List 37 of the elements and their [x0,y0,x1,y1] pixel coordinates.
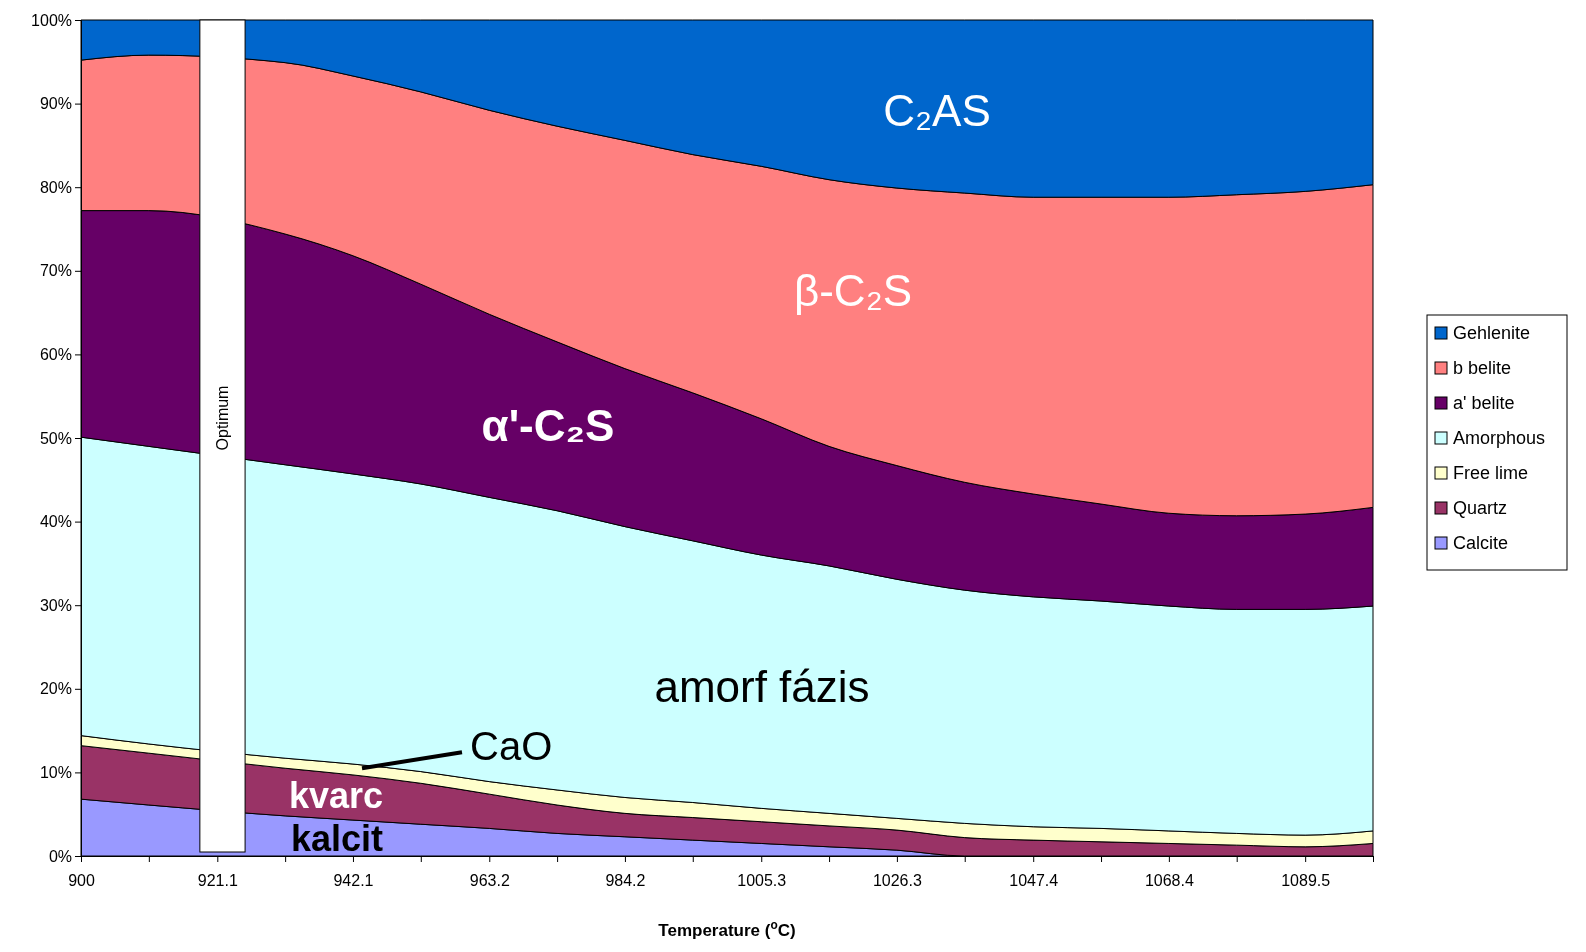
x-tick-label: 1005.3 [737,871,787,889]
x-tick-label: 1068.4 [1144,871,1194,889]
annotation: kalcit [290,817,384,859]
x-tick-label: 1026.3 [872,871,922,889]
annotation: C₂AS [883,85,991,135]
y-tick-label: 10% [39,764,72,782]
legend-label: Free lime [1453,463,1529,483]
legend-label: Amorphous [1453,428,1546,448]
legend-label: b belite [1453,358,1512,378]
x-tick-label: 900 [68,871,95,889]
x-tick-label: 921.1 [197,871,238,889]
annotation: α'-C₂S [481,400,615,450]
legend-label: Calcite [1453,533,1509,553]
y-tick-label: 30% [39,596,72,614]
annotation: kvarc [288,774,384,816]
annotation: β-C₂S [793,265,913,315]
y-tick-label: 70% [39,262,72,280]
legend-label: a' belite [1453,393,1515,413]
annotation: CaO [470,724,553,769]
x-axis-title: Temperature ($^{o}$C) [658,918,796,940]
x-tick-label: 984.2 [605,871,646,889]
y-tick-label: 80% [39,178,72,196]
y-tick-label: 20% [39,680,72,698]
annotation: amorf fázis [654,661,870,711]
y-tick-label: 40% [39,513,72,531]
legend-label: Gehlenite [1453,323,1531,343]
y-tick-label: 100% [31,11,72,29]
legend-label: Quartz [1453,498,1508,518]
y-tick-label: 50% [39,429,72,447]
y-tick-label: 60% [39,346,72,364]
y-tick-label: 90% [39,95,72,113]
band-label: Optimum [214,385,232,451]
y-tick-label: 0% [48,847,72,865]
x-tick-label: 942.1 [333,871,374,889]
x-tick-label: 963.2 [469,871,510,889]
x-tick-label: 1089.5 [1281,871,1331,889]
x-tick-label: 1047.4 [1009,871,1059,889]
